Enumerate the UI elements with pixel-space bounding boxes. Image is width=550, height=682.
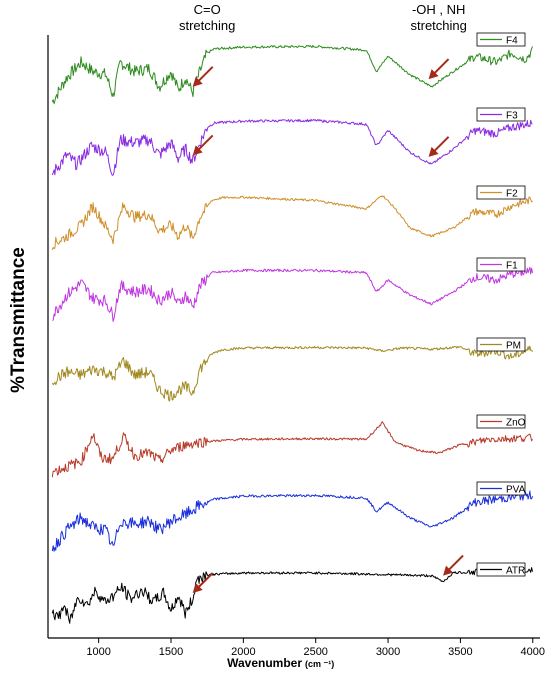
x-axis-label-text: Wavenumber (227, 656, 302, 670)
spectra-traces (51, 45, 533, 624)
series-line-pm (51, 345, 533, 402)
x-axis-unit: (cm ⁻¹) (305, 659, 334, 669)
legend-label-f1: F1 (506, 261, 518, 272)
legend-label-pva: PVA (506, 485, 526, 496)
arrow-head-5 (192, 583, 203, 593)
arrow-shaft-1 (195, 66, 214, 84)
annotation-arrows (192, 58, 464, 593)
arrow-shaft-5 (195, 572, 214, 590)
arrow-head-4 (428, 146, 439, 157)
series-line-f4 (51, 45, 533, 105)
legend-label-f3: F3 (506, 111, 518, 122)
x-tick-label-3000: 3000 (376, 646, 400, 658)
arrow-head-1 (192, 76, 203, 87)
legend-label-atr: ATR (506, 566, 525, 577)
x-tick-label-3500: 3500 (448, 646, 472, 658)
annotation-text-2-line-2: stretching (411, 18, 467, 33)
arrow-shaft-6 (446, 554, 464, 573)
arrow-head-2 (192, 145, 203, 156)
arrow-shaft-2 (195, 134, 214, 153)
x-tick-label-4000: 4000 (521, 646, 545, 658)
legend-label-pm: PM (506, 341, 521, 352)
legend-label-f4: F4 (506, 36, 518, 47)
x-ticks: 1000 1500 2000 2500 3000 3500 4000 (86, 638, 545, 658)
x-tick-label-2500: 2500 (303, 646, 327, 658)
arrow-shaft-3 (431, 58, 450, 76)
x-axis-label: Wavenumber (227, 656, 302, 670)
annotation-text-1-line-1: C=O (194, 2, 221, 17)
x-tick-label-1000: 1000 (86, 646, 110, 658)
series-line-pva (51, 490, 533, 552)
arrow-head-6 (443, 565, 454, 576)
x-tick-label-1500: 1500 (159, 646, 183, 658)
y-axis-label: %Transmittance (8, 247, 29, 393)
series-line-f1 (52, 266, 533, 322)
axes (47, 35, 540, 639)
arrow-head-3 (428, 69, 439, 80)
x-tick-label-2000: 2000 (231, 646, 255, 658)
series-line-f2 (51, 195, 533, 251)
legend-label-zno: ZnO (506, 418, 526, 429)
legend-label-f2: F2 (506, 189, 518, 200)
series-line-f3 (51, 118, 533, 176)
annotation-text-1-line-2: stretching (179, 18, 235, 33)
series-legends: F4 F3 F2 F1 PM ZnO PVA ATR (476, 32, 526, 577)
series-line-atr (51, 566, 533, 624)
series-line-zno (51, 421, 533, 478)
annotation-text-2-line-1: -OH , NH (412, 2, 465, 17)
arrow-shaft-4 (431, 136, 450, 154)
